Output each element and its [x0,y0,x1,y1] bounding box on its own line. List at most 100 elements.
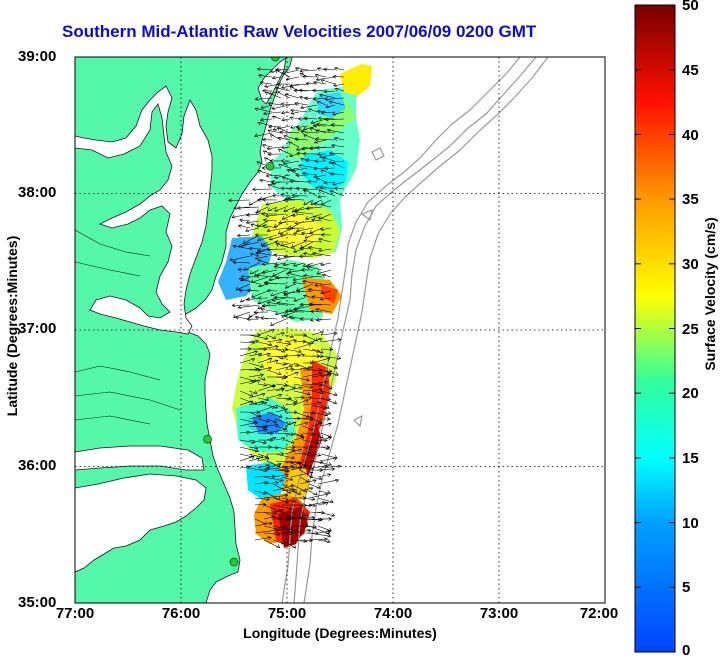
velocity-arrow [321,274,332,278]
velocity-arrow [291,241,305,248]
velocity-arrow [275,437,286,441]
velocity-arrow [302,439,320,445]
velocity-arrow [302,262,314,267]
velocity-arrow [256,67,273,72]
velocity-arrow [271,193,282,198]
velocity-arrow [326,128,345,134]
velocity-arrow [303,116,318,121]
velocity-arrow [333,83,345,87]
velocity-arrow [320,262,332,266]
velocity-arrow [295,227,314,233]
velocity-arrow [257,366,273,371]
velocity-arrow [266,288,278,293]
velocity-arrow [277,136,291,141]
velocity-arrow [314,139,327,144]
velocity-arrow [272,473,289,478]
velocity-arrow [301,146,318,151]
velocity-arrow [324,166,336,171]
velocity-arrow [275,332,285,336]
velocity-arrow [293,248,305,253]
velocity-arrow [267,152,282,157]
velocity-arrow [254,255,269,260]
velocity-arrow [262,88,273,93]
velocity-arrow [299,503,317,508]
velocity-arrow [277,82,291,87]
velocity-arrow [299,538,314,543]
velocity-arrow [300,104,318,109]
chesapeake-bay [75,85,213,335]
velocity-arrow [293,451,312,456]
velocity-arrow [293,376,310,382]
velocity-arrow [311,357,331,364]
velocity-arrow [261,212,278,216]
velocity-arrow [257,341,273,346]
velocity-arrow [320,390,338,396]
velocity-arrow [248,400,265,406]
colorbar-ticks [635,69,675,588]
velocity-arrow [274,206,287,212]
velocity-arrow [316,100,327,106]
velocity-arrow [263,539,281,549]
velocity-arrow [315,145,336,150]
velocity-arrow [266,428,287,434]
x-tick: 73:00 [479,605,519,622]
velocity-arrow [308,537,328,542]
velocity-arrow [253,310,269,315]
y-tick: 39:00 [18,48,57,65]
velocity-arrow [313,166,327,171]
pamlico-sound [75,473,207,573]
velocity-arrow [273,265,296,271]
velocity-arrow [281,117,291,122]
velocity-vectors [228,66,345,549]
velocity-arrow [278,220,296,225]
velocity-arrow [320,422,332,427]
velocity-arrow [275,243,296,250]
x-tick: 74:00 [373,605,413,622]
velocity-arrow [308,525,330,535]
velocity-arrow [234,315,251,320]
velocity-arrow [320,290,332,295]
velocity-field [218,64,372,548]
velocity-arrow [275,69,291,78]
river-lines [75,229,181,425]
velocity-arrow [275,361,287,366]
velocity-arrow [274,311,287,316]
velocity-arrow [293,411,310,418]
velocity-arrow [261,262,278,266]
velocity-arrow [275,348,286,353]
velocity-arrow [334,186,345,191]
colorbar-tick-label: 45 [682,62,699,79]
velocity-arrow [272,504,293,510]
velocity-arrow [289,179,309,184]
velocity-arrow [321,157,336,162]
velocity-arrow [302,387,323,392]
velocity-arrow [298,95,309,100]
velocity-arrow [284,397,298,403]
velocity-arrow [293,343,312,350]
velocity-arrow [303,239,323,244]
velocity-arrow [320,383,333,390]
velocity-arrow [280,315,296,320]
velocity-arrow [259,195,273,200]
velocity-arrow [312,88,327,93]
velocity-arrow [255,251,278,257]
velocity-arrow [315,308,332,313]
velocity-arrow [275,404,286,409]
velocity-arrow [254,474,276,479]
velocity-arrow [299,68,318,73]
velocity-arrow [284,386,303,392]
velocity-arrow [248,334,269,340]
velocity-arrow [297,116,309,121]
velocity-arrow [228,198,251,203]
velocity-arrow [275,375,287,380]
velocity-arrow [305,158,318,163]
velocity-arrow [266,411,283,418]
velocity-arrow [266,227,287,233]
velocity-arrow [266,338,283,343]
velocity-arrow [248,379,261,385]
velocity-arrow [333,137,345,141]
velocity-arrow [310,118,327,124]
velocity-arrow [297,164,318,169]
velocity-arrow [281,539,297,549]
